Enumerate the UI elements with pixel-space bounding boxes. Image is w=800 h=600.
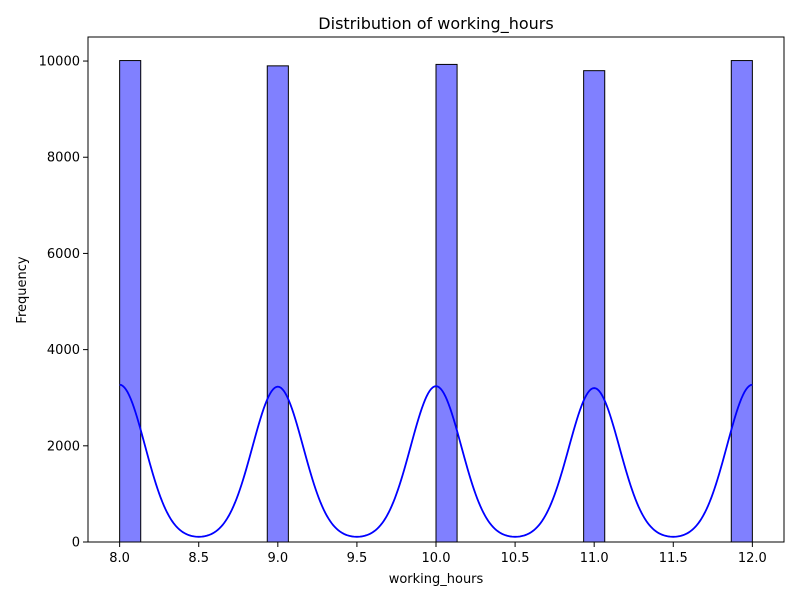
x-axis-label: working_hours [389, 572, 484, 587]
y-tick-label: 6000 [47, 247, 80, 262]
y-tick-label: 2000 [47, 439, 80, 454]
x-tick-label: 11.0 [580, 551, 609, 566]
x-tick-label: 8.0 [109, 551, 130, 566]
x-tick-label: 9.5 [347, 551, 368, 566]
histogram-bar [266, 65, 289, 543]
y-tick-label: 8000 [47, 151, 80, 166]
x-tick-label: 12.0 [738, 551, 767, 566]
x-tick-label: 11.5 [659, 551, 688, 566]
y-axis-label: Frequency [15, 256, 30, 323]
x-tick-label: 9.0 [267, 551, 288, 566]
x-tick-label: 10.0 [422, 551, 451, 566]
x-axis-ticks: 8.0 8.5 9.0 9.5 10.0 10.5 11.0 11.5 12.0 [109, 542, 767, 566]
histogram-bars [119, 60, 753, 543]
x-tick-label: 8.5 [188, 551, 209, 566]
histogram-bar [435, 63, 458, 543]
y-tick-label: 4000 [47, 343, 80, 358]
chart-title: Distribution of working_hours [318, 14, 553, 34]
y-tick-label: 10000 [39, 55, 80, 70]
histogram-bar [730, 60, 753, 543]
y-axis-ticks: 0 2000 4000 6000 8000 10000 [39, 55, 88, 551]
kde-curve [119, 383, 753, 538]
y-tick-label: 0 [72, 536, 80, 551]
histogram-bar [583, 70, 606, 543]
histogram-bar [119, 60, 142, 543]
x-tick-label: 10.5 [501, 551, 530, 566]
